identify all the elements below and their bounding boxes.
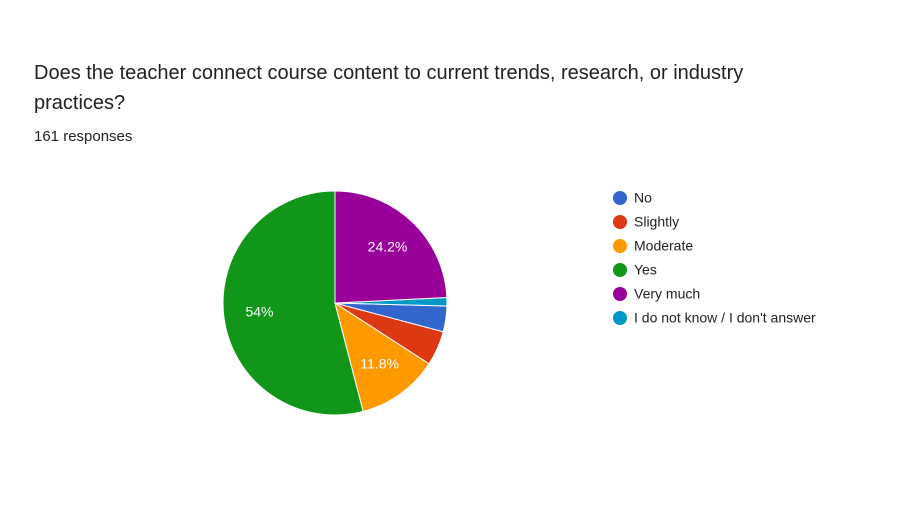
pie-slice <box>222 190 364 416</box>
legend-label: Very much <box>634 286 700 302</box>
legend-swatch <box>613 215 627 229</box>
pie-slice <box>334 301 430 412</box>
legend-swatch <box>613 311 627 325</box>
legend-swatch <box>613 287 627 301</box>
slice-label: 54% <box>245 303 273 319</box>
slice-label: 11.8% <box>360 355 399 371</box>
chart-title: Does the teacher connect course content … <box>34 62 744 114</box>
subtitle: 161 responses <box>34 128 133 145</box>
legend-label: Slightly <box>634 214 679 230</box>
slice-label: 24.2% <box>368 239 408 255</box>
legend-swatch <box>613 191 627 205</box>
legend-label: Yes <box>634 262 657 278</box>
legend-label: No <box>634 190 652 206</box>
pie-slice <box>334 190 448 304</box>
legend-label: Moderate <box>634 238 693 254</box>
legend-swatch <box>613 239 627 253</box>
legend-label: I do not know / I don't answer <box>634 310 816 326</box>
legend-swatch <box>613 263 627 277</box>
